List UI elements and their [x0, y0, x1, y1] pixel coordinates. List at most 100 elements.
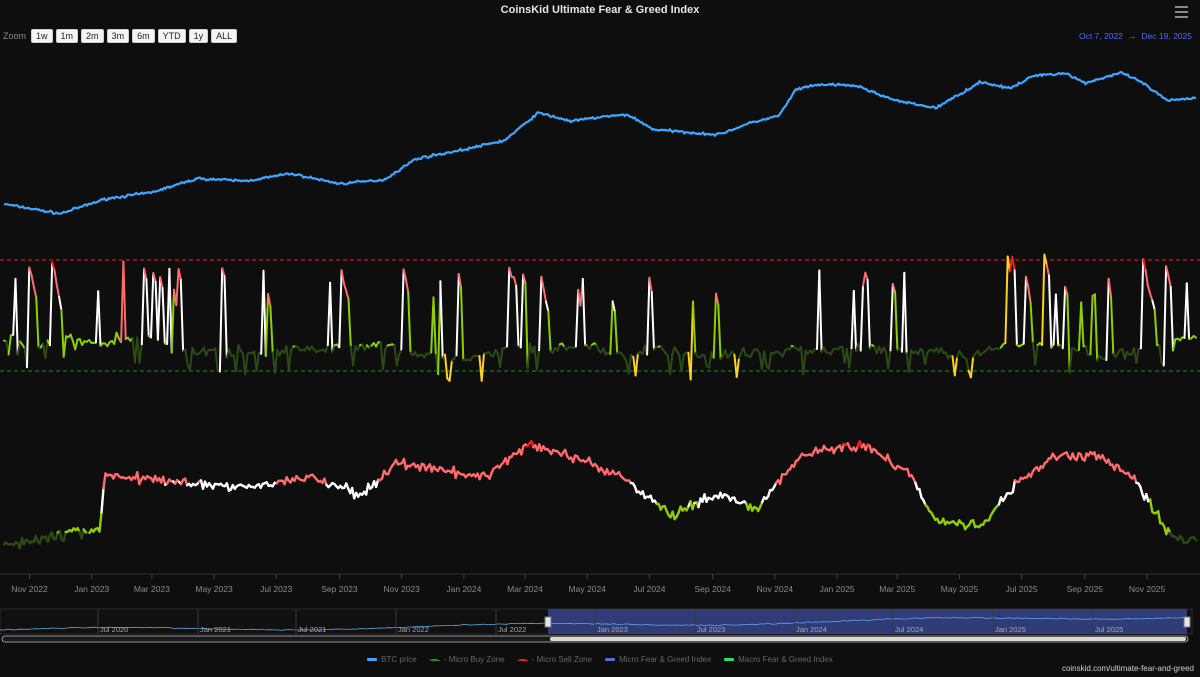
date-range: Oct 7, 2022 → Dec 19, 2025 [1079, 31, 1192, 41]
macro-index-segment [100, 487, 105, 514]
micro-index-segment [515, 284, 520, 348]
micro-index-segment [802, 349, 807, 376]
micro-index-segment [1048, 274, 1053, 349]
macro-index-segment [1011, 479, 1017, 494]
micro-index-segment [14, 277, 19, 356]
micro-index-segment [526, 342, 531, 369]
legend: BTC price - Micro Buy Zone - Micro Sell … [0, 655, 1200, 664]
micro-index-segment [1011, 255, 1016, 272]
zoom-1y-button[interactable]: 1y [188, 29, 209, 43]
zone-lines [0, 259, 1200, 372]
micro-index-segment [715, 292, 720, 306]
micro-index-segment [724, 349, 729, 359]
micro-index-segment [62, 335, 67, 358]
micro-index-segment [1135, 347, 1140, 365]
macro-index-segment [520, 445, 525, 456]
zoom-6m-button[interactable]: 6m [132, 29, 155, 43]
micro-index-segment [140, 267, 146, 346]
micro-index-segment [448, 359, 453, 382]
navigator-tick-label: Jul 2025 [1095, 625, 1123, 634]
micro-index-segment [274, 348, 279, 374]
micro-index-segment [159, 276, 164, 289]
x-tick-label: Mar 2025 [879, 584, 915, 594]
micro-index-segment [51, 261, 56, 272]
micro-index-segment [1084, 345, 1090, 357]
navigator-tick-label: Jul 2020 [100, 625, 128, 634]
micro-index-segment [404, 278, 410, 294]
credit-link[interactable]: coinskid.com/ultimate-fear-and-greed [1061, 664, 1194, 673]
micro-index-segment [150, 272, 155, 339]
micro-index-segment [69, 333, 74, 343]
micro-index-segment [907, 349, 913, 373]
micro-index-segment [1142, 258, 1147, 271]
micro-index-segment [1172, 338, 1177, 352]
micro-index-segment [402, 268, 407, 281]
micro-index-segment [1093, 293, 1099, 362]
zoom-1m-button[interactable]: 1m [55, 29, 79, 43]
x-tick-label: Sep 2023 [321, 584, 358, 594]
x-tick-label: Mar 2023 [134, 584, 170, 594]
legend-item-micro-index[interactable]: Micro Fear & Greed Index [605, 655, 711, 664]
macro-index-segment [62, 530, 67, 542]
x-tick-label: Jul 2023 [260, 584, 292, 594]
micro-index-segment [26, 266, 31, 369]
micro-index-segment [1029, 301, 1034, 344]
chart-title: CoinsKid Ultimate Fear & Greed Index [500, 4, 700, 16]
macro-index-segment [225, 482, 231, 492]
macro-index-segment [778, 473, 784, 485]
legend-item-macro-index[interactable]: Macro Fear & Greed Index [724, 655, 833, 664]
micro-index-segment [540, 275, 545, 290]
navigator-tick-label: Jul 2022 [498, 625, 526, 634]
micro-index-segment [329, 281, 334, 353]
zoom-2m-button[interactable]: 2m [81, 29, 104, 43]
micro-index-segment [581, 277, 587, 346]
x-tick-label: Jul 2025 [1006, 584, 1038, 594]
legend-symbol [517, 658, 528, 661]
micro-index-segment [221, 267, 226, 278]
x-tick-label: Mar 2024 [507, 584, 543, 594]
hamburger-menu-icon[interactable] [1175, 6, 1188, 18]
zoom-3m-button[interactable]: 3m [106, 29, 130, 43]
micro-index-segment [887, 349, 892, 370]
micro-index-segment [1151, 299, 1156, 311]
micro-index-segment [1080, 301, 1085, 348]
micro-index-segment [627, 354, 632, 375]
zoom-1w-button[interactable]: 1w [31, 29, 53, 43]
range-to[interactable]: Dec 19, 2025 [1141, 31, 1192, 41]
micro-index-segment [347, 298, 352, 348]
navigator-tick-label: Jan 2023 [597, 625, 628, 634]
navigator-handle-left [544, 616, 552, 628]
legend-item-btc-price[interactable]: BTC price [367, 655, 417, 664]
micro-index-segment [395, 354, 400, 367]
micro-index-segment [214, 347, 219, 372]
micro-index-segment [218, 267, 224, 373]
micro-index-segment [439, 280, 444, 360]
x-tick-label: May 2025 [941, 584, 979, 594]
micro-index-segment [1169, 285, 1174, 352]
micro-index-segment [32, 286, 38, 298]
micro-index-segment [1061, 285, 1067, 350]
navigator-tick-label: Jul 2021 [298, 625, 326, 634]
micro-index-segment [145, 278, 150, 337]
x-tick-label: Nov 2025 [1129, 584, 1166, 594]
micro-index-segment [891, 282, 897, 294]
micro-index-segment [340, 269, 345, 285]
micro-index-segment [648, 276, 653, 293]
legend-item-micro-buy-zone[interactable]: - Micro Buy Zone [429, 655, 505, 664]
micro-index-segment [889, 282, 894, 352]
legend-symbol [605, 658, 616, 661]
micro-index-segment [398, 348, 403, 357]
zoom-ytd-button[interactable]: YTD [157, 29, 186, 43]
micro-index-segment [595, 344, 600, 352]
macro-index-segment [1148, 498, 1154, 513]
micro-index-segment [1162, 265, 1168, 367]
range-from[interactable]: Oct 7, 2022 [1078, 31, 1123, 41]
zoom-all-button[interactable]: ALL [211, 29, 238, 43]
micro-index-segment [818, 269, 823, 353]
legend-item-micro-sell-zone[interactable]: - Micro Sell Zone [517, 655, 592, 664]
legend-symbol [429, 658, 440, 661]
micro-index-segment [342, 282, 348, 292]
micro-index-segment [953, 356, 959, 377]
micro-index-segment [1105, 277, 1110, 361]
